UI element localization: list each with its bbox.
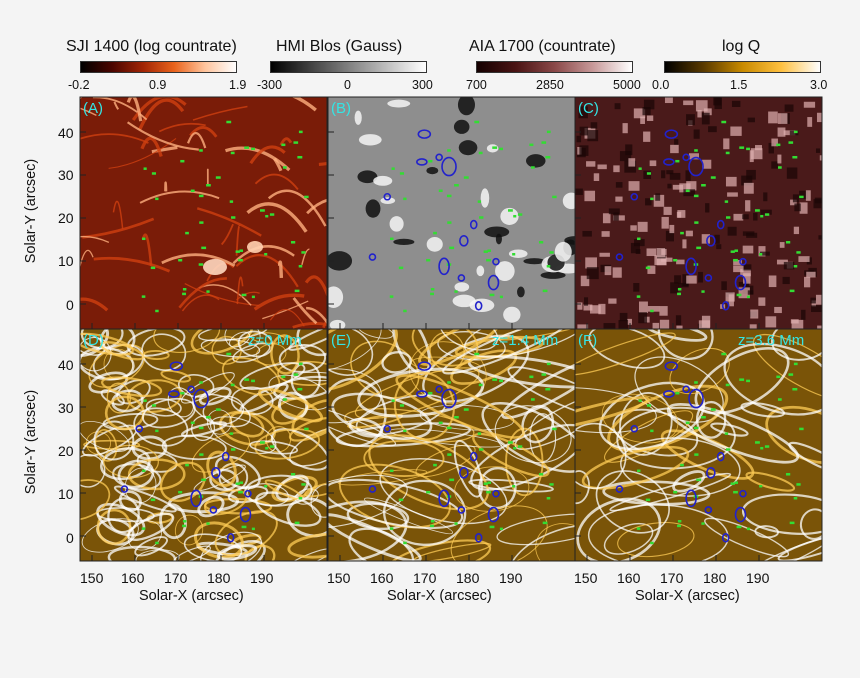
- panel-b: [328, 97, 575, 329]
- ytick-bottom-10: 10: [58, 486, 74, 502]
- ytick-top-10: 10: [58, 253, 74, 269]
- xtick-a-190: 190: [250, 570, 274, 586]
- colorbar-hmi: [270, 61, 427, 73]
- xtick-a-170: 170: [164, 570, 188, 586]
- panel-label-b: (B): [331, 100, 351, 117]
- colorbar-aia-tick-min: 700: [466, 78, 487, 92]
- xlabel-right: Solar-X (arcsec): [635, 588, 740, 604]
- ytick-top-30: 30: [58, 167, 74, 183]
- panel-label-d: (D): [83, 332, 104, 349]
- panel-note-e: z=1.4 Mm: [492, 332, 559, 349]
- xtick-a-150: 150: [80, 570, 104, 586]
- panel-label-c: (C): [578, 100, 599, 117]
- colorbar-sji-tick-max: 1.9: [229, 78, 247, 92]
- ytick-top-0: 0: [66, 297, 74, 313]
- ytick-top-20: 20: [58, 210, 74, 226]
- colorbar-aia: [476, 61, 633, 73]
- xtick-c-150: 150: [574, 570, 598, 586]
- panel-c: [575, 97, 822, 329]
- colorbar-title-sji: SJI 1400 (log countrate): [66, 38, 237, 55]
- panel-label-a: (A): [83, 100, 103, 117]
- colorbar-title-hmi: HMI Blos (Gauss): [276, 38, 403, 55]
- colorbar-sji: [80, 61, 237, 73]
- xtick-a-180: 180: [207, 570, 231, 586]
- colorbar-hmi-tick-min: -300: [257, 78, 283, 92]
- ylabel-bottom: Solar-Y (arcsec): [23, 389, 40, 495]
- colorbar-logq-tick-max: 3.0: [810, 78, 828, 92]
- ylabel-top: Solar-Y (arcsec): [23, 158, 40, 264]
- xtick-c-190: 190: [746, 570, 770, 586]
- xtick-a-160: 160: [121, 570, 145, 586]
- panel-label-f: (F): [578, 332, 598, 349]
- xtick-c-180: 180: [703, 570, 727, 586]
- ytick-bottom-0: 0: [66, 530, 74, 546]
- xtick-b-190: 190: [499, 570, 523, 586]
- colorbar-sji-tick-min: -0.2: [68, 78, 90, 92]
- xtick-b-170: 170: [413, 570, 437, 586]
- xlabel-middle: Solar-X (arcsec): [387, 588, 492, 604]
- ytick-bottom-30: 30: [58, 400, 74, 416]
- xtick-c-170: 170: [660, 570, 684, 586]
- panel-label-e: (E): [331, 332, 351, 349]
- colorbar-aia-tick-mid: 2850: [536, 78, 564, 92]
- panel-d: [80, 329, 327, 561]
- ytick-bottom-40: 40: [58, 357, 74, 373]
- colorbar-title-logq: log Q: [722, 38, 761, 55]
- colorbar-logq: [664, 61, 821, 73]
- panel-e: [328, 329, 575, 561]
- colorbar-hmi-tick-max: 300: [412, 78, 433, 92]
- panel-note-d: z=0 Mm: [248, 332, 302, 349]
- xtick-c-160: 160: [617, 570, 641, 586]
- colorbar-sji-tick-mid: 0.9: [149, 78, 167, 92]
- xlabel-left: Solar-X (arcsec): [139, 588, 244, 604]
- xtick-b-160: 160: [370, 570, 394, 586]
- colorbar-logq-tick-mid: 1.5: [730, 78, 748, 92]
- panel-a: [80, 97, 327, 329]
- xtick-b-150: 150: [327, 570, 351, 586]
- xtick-b-180: 180: [456, 570, 480, 586]
- colorbar-logq-tick-min: 0.0: [652, 78, 670, 92]
- colorbar-aia-tick-max: 5000: [613, 78, 641, 92]
- panel-note-f: z=3.6 Mm: [738, 332, 805, 349]
- colorbar-hmi-tick-mid: 0: [344, 78, 351, 92]
- colorbar-title-aia: AIA 1700 (countrate): [469, 38, 616, 55]
- panel-f: [575, 329, 822, 561]
- ytick-top-40: 40: [58, 125, 74, 141]
- ytick-bottom-20: 20: [58, 443, 74, 459]
